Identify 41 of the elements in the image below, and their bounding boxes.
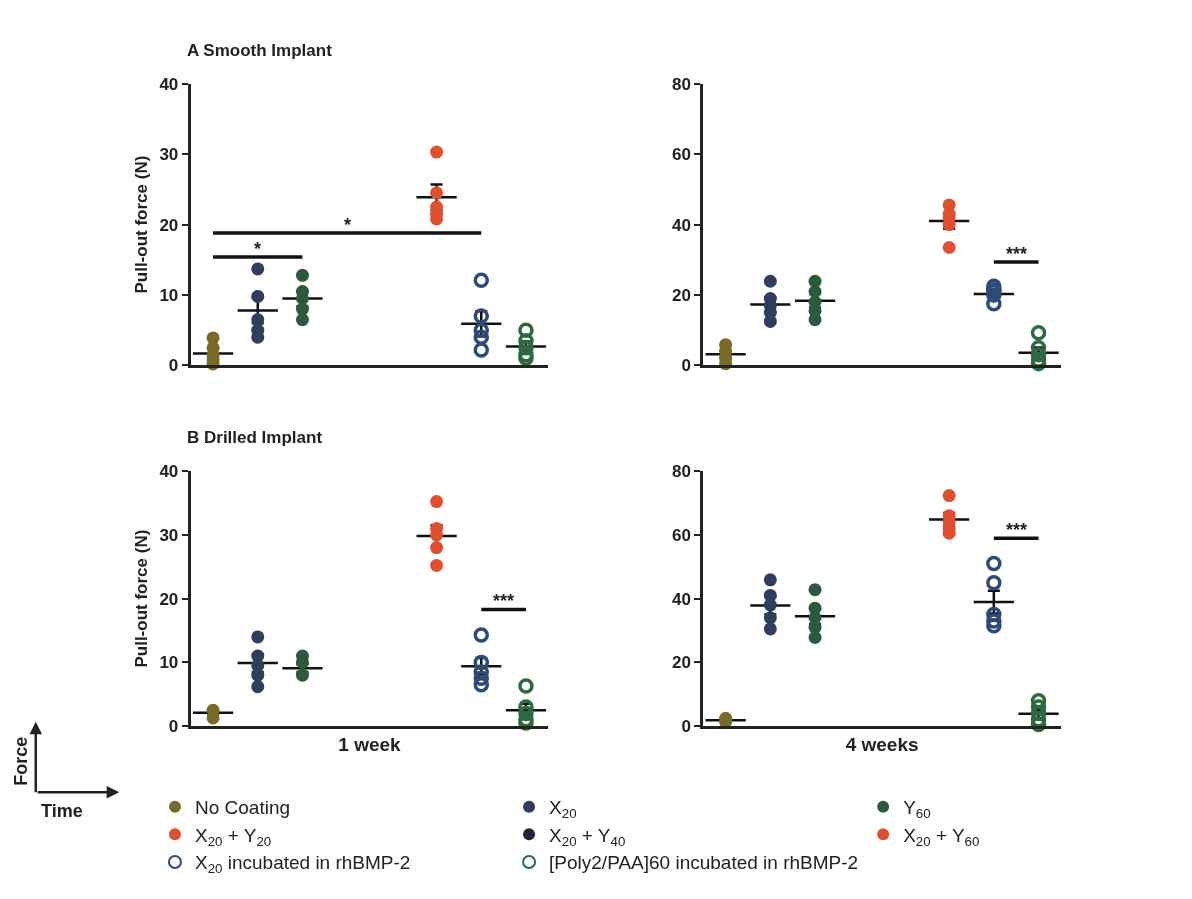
y-tick-label: 20 — [671, 285, 691, 305]
chart-title: A Smooth Implant — [187, 41, 333, 60]
x-axis-title: 1 week — [338, 734, 402, 755]
legend-label: X$_{20}$ + Y$_{60}$ — [903, 824, 980, 849]
chart-title: B Drilled Implant — [187, 428, 323, 447]
y-tick-label: 20 — [671, 653, 691, 673]
annotation: * — [344, 215, 352, 235]
legend-label: Y$_{60}$ — [903, 797, 931, 822]
y-axis-title: Pull-out force (N) — [131, 155, 151, 294]
y-tick-label: 40 — [159, 461, 179, 481]
y-tick-label: 30 — [159, 145, 179, 165]
legend-label: X$_{20}$ + Y$_{40}$ — [549, 824, 626, 849]
y-tick-label: 40 — [671, 589, 691, 609]
y-tick-label: 10 — [159, 285, 179, 305]
legend-label: [Poly2/PAA]60 incubated in rhBMP-2 — [549, 852, 859, 874]
legend-label: X$_{20}$ — [549, 797, 577, 822]
y-tick-label: 60 — [671, 525, 691, 545]
y-tick-label: 80 — [671, 461, 691, 481]
legend-label: X$_{20}$ + Y$_{20}$ — [194, 824, 272, 849]
y-tick-label: 80 — [671, 74, 691, 94]
y-tick-label: 0 — [681, 717, 691, 737]
text: Time — [41, 801, 83, 821]
annotation: * — [254, 239, 262, 259]
y-tick-label: 40 — [671, 215, 691, 235]
y-tick-label: 60 — [671, 145, 691, 165]
y-tick-label: 20 — [159, 589, 179, 609]
y-axis-title: Pull-out force (N) — [131, 529, 151, 668]
y-tick-label: 30 — [159, 525, 179, 545]
y-tick-label: 10 — [159, 653, 179, 673]
y-tick-label: 40 — [159, 74, 179, 94]
legend-label: X$_{20}$ incubated in rhBMP-2 — [194, 852, 411, 877]
annotation: *** — [1006, 520, 1028, 540]
text: Force — [11, 736, 32, 786]
legend-label: No Coating — [194, 797, 291, 819]
y-tick-label: 0 — [168, 356, 179, 376]
y-tick-label: 0 — [681, 356, 691, 376]
x-axis-title: 4 weeks — [845, 734, 919, 755]
annotation: *** — [493, 591, 515, 611]
y-tick-label: 20 — [159, 215, 179, 235]
y-tick-label: 0 — [168, 717, 179, 737]
annotation: *** — [1006, 244, 1028, 264]
